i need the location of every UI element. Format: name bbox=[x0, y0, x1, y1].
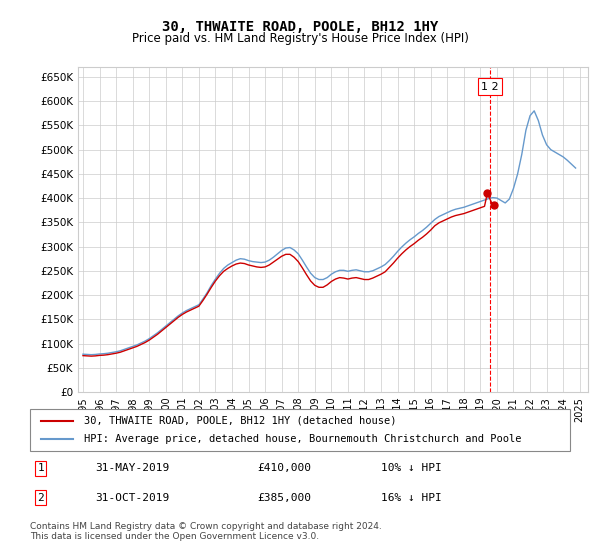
Text: 30, THWAITE ROAD, POOLE, BH12 1HY: 30, THWAITE ROAD, POOLE, BH12 1HY bbox=[162, 20, 438, 34]
Text: 10% ↓ HPI: 10% ↓ HPI bbox=[381, 463, 442, 473]
Text: 30, THWAITE ROAD, POOLE, BH12 1HY (detached house): 30, THWAITE ROAD, POOLE, BH12 1HY (detac… bbox=[84, 416, 397, 426]
Text: 1 2: 1 2 bbox=[481, 82, 499, 92]
FancyBboxPatch shape bbox=[30, 409, 570, 451]
Text: 31-MAY-2019: 31-MAY-2019 bbox=[95, 463, 169, 473]
Text: 1: 1 bbox=[37, 463, 44, 473]
Text: £385,000: £385,000 bbox=[257, 493, 311, 503]
Text: 16% ↓ HPI: 16% ↓ HPI bbox=[381, 493, 442, 503]
Text: HPI: Average price, detached house, Bournemouth Christchurch and Poole: HPI: Average price, detached house, Bour… bbox=[84, 434, 521, 444]
Text: Price paid vs. HM Land Registry's House Price Index (HPI): Price paid vs. HM Land Registry's House … bbox=[131, 32, 469, 45]
Text: £410,000: £410,000 bbox=[257, 463, 311, 473]
Text: 31-OCT-2019: 31-OCT-2019 bbox=[95, 493, 169, 503]
Text: Contains HM Land Registry data © Crown copyright and database right 2024.
This d: Contains HM Land Registry data © Crown c… bbox=[30, 522, 382, 542]
Text: 2: 2 bbox=[37, 493, 44, 503]
